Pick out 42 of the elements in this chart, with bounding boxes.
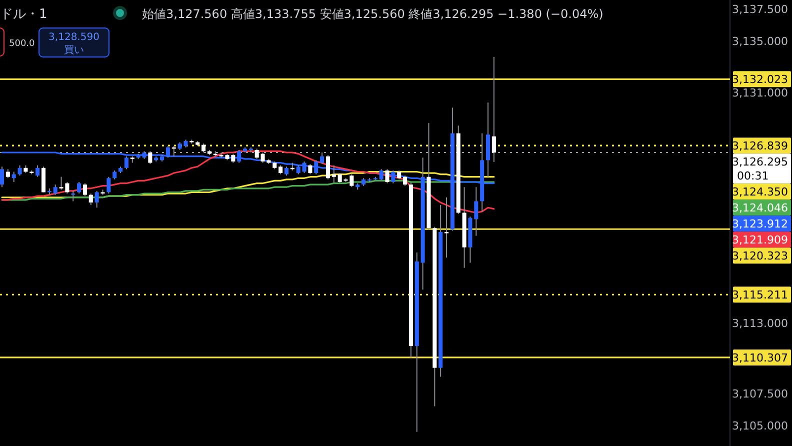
text: 3,124.350 <box>732 186 788 199</box>
y-tick-label: 3,131.000 <box>732 86 788 100</box>
candlestick <box>77 181 82 194</box>
candlestick <box>379 168 384 182</box>
candlestick <box>326 154 330 180</box>
annotation: 500.0 <box>9 39 36 49</box>
ref-line-label: 3,126.839 <box>732 140 788 153</box>
y-tick-label: 3,105.000 <box>732 419 788 432</box>
candlestick <box>71 190 76 202</box>
candlestick <box>314 160 318 175</box>
ref-line-label: 3,132.023 <box>732 73 788 86</box>
candlestick <box>332 164 336 184</box>
candlestick <box>302 160 306 174</box>
y-tick-label: 3,137.500 <box>732 2 788 16</box>
text: 00:31 <box>737 170 769 183</box>
candlestick <box>53 184 58 196</box>
text: ドル・1 <box>0 7 48 22</box>
candlestick <box>444 196 449 258</box>
ref-line-label: 3,115.211 <box>732 288 788 302</box>
candlestick <box>385 168 390 184</box>
candlestick <box>124 156 128 170</box>
y-tick-label: 3,107.500 <box>732 387 788 400</box>
candlestick <box>82 182 87 197</box>
candlestick <box>18 164 22 176</box>
annotation: 3,128.590 <box>48 32 100 43</box>
annotation: 買い <box>64 45 84 56</box>
candlestick <box>106 176 111 194</box>
annotation: 始値3,127.560 高値3,133.755 安値3,125.560 終値3,126.295 −1.380 (−0.04%) <box>142 7 604 21</box>
y-tick-label: 3,135.000 <box>732 35 788 48</box>
ref-line-label: 3,126.295 <box>732 156 788 169</box>
candlestick <box>0 166 4 188</box>
candlestick <box>36 164 40 178</box>
candlestick <box>403 175 408 186</box>
y-tick-label: 3,113.000 <box>732 316 788 330</box>
candlestick <box>308 164 312 175</box>
candlestick <box>94 190 99 208</box>
candlestick <box>12 171 16 182</box>
ref-line-label: 3,110.307 <box>732 351 788 364</box>
ref-line-label: 3,120.323 <box>732 250 788 263</box>
candlestick <box>88 193 93 206</box>
candlestick <box>320 152 324 165</box>
candlestick <box>474 186 478 236</box>
